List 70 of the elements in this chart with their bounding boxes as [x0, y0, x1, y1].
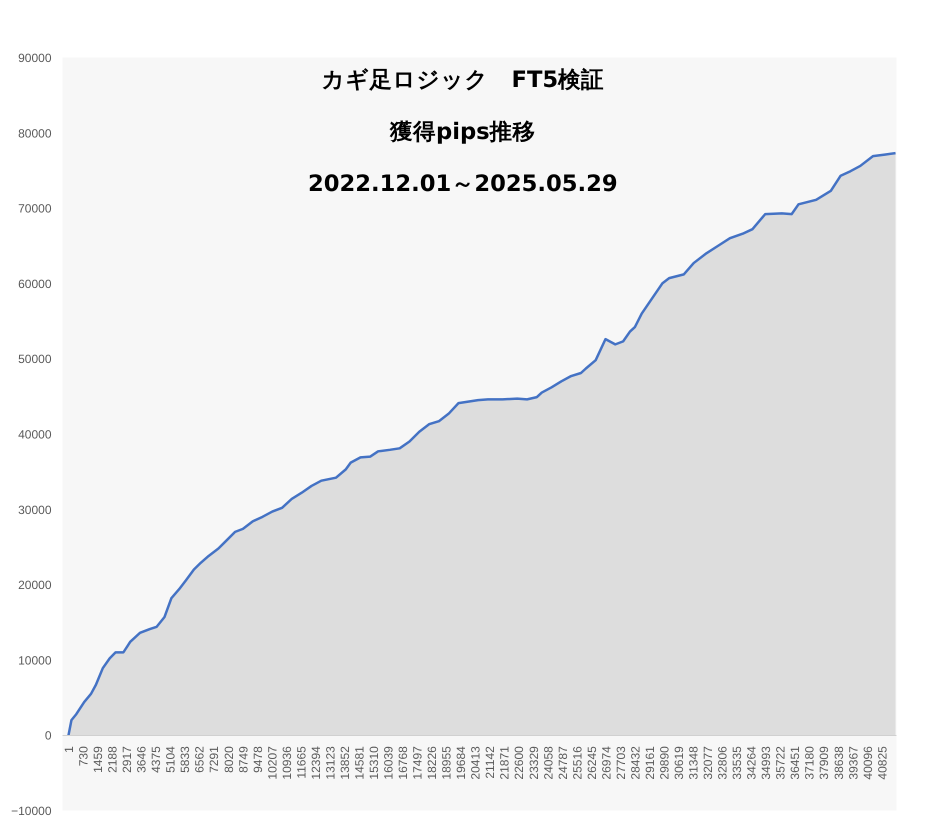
- x-tick-label: 22600: [512, 746, 526, 780]
- x-tick-label: 35722: [774, 746, 788, 780]
- x-tick-label: 5104: [164, 746, 178, 773]
- x-tick-label: 21871: [498, 746, 512, 780]
- x-tick-label: 13852: [338, 746, 352, 780]
- x-tick-label: 17497: [410, 746, 425, 780]
- x-tick-label: 3646: [134, 746, 149, 773]
- x-tick-label: 40096: [860, 746, 875, 780]
- x-tick-label: 40825: [875, 746, 890, 780]
- x-tick-label: 27703: [614, 746, 628, 780]
- y-tick-label: 60000: [18, 276, 52, 291]
- x-tick-label: 6562: [192, 746, 207, 773]
- x-tick-label: 33535: [730, 746, 744, 780]
- x-tick-label: 8749: [236, 746, 250, 773]
- x-tick-label: 19684: [454, 746, 468, 780]
- x-tick-label: 39367: [846, 746, 860, 780]
- x-tick-label: 34993: [759, 746, 774, 780]
- x-tick-label: 18226: [425, 746, 440, 780]
- x-tick-label: 31348: [686, 746, 701, 780]
- x-tick-label: 2917: [120, 746, 134, 773]
- x-tick-label: 1459: [91, 746, 106, 773]
- x-tick-label: 11665: [294, 746, 308, 779]
- y-tick-label: 0: [44, 728, 52, 743]
- y-tick-label: 30000: [18, 502, 52, 517]
- y-tick-label: 10000: [18, 653, 52, 668]
- x-tick-label: 29890: [657, 746, 672, 780]
- x-tick-label: 730: [76, 746, 91, 766]
- x-tick-label: 26974: [599, 746, 614, 780]
- x-tick-label: 16039: [382, 746, 396, 780]
- x-tick-label: 30619: [672, 746, 686, 780]
- x-tick-label: 12394: [308, 746, 323, 780]
- x-tick-label: 8020: [222, 746, 236, 773]
- x-tick-label: 34264: [744, 746, 759, 780]
- x-tick-label: 10207: [265, 746, 280, 780]
- y-tick-label: 40000: [18, 428, 52, 442]
- y-tick-label: 20000: [18, 578, 52, 592]
- y-tick-label: −10000: [11, 804, 52, 818]
- y-tick-label: 50000: [18, 352, 52, 366]
- y-tick-label: 70000: [18, 202, 52, 216]
- x-tick-label: 32077: [701, 746, 716, 780]
- text: 獲得pips推移 2022.12.01～2025.05.29: [308, 119, 618, 198]
- x-tick-label: 4375: [149, 746, 164, 773]
- x-tick-label: 28432: [628, 746, 642, 780]
- x-tick-label: 7291: [207, 746, 222, 773]
- x-tick-label: 14581: [352, 746, 366, 780]
- x-tick-label: 15310: [367, 746, 382, 780]
- x-tick-label: 1: [62, 746, 76, 753]
- x-tick-label: 2188: [106, 746, 120, 773]
- x-tick-label: 13123: [323, 746, 338, 780]
- x-tick-label: 21142: [483, 746, 498, 779]
- x-tick-label: 20413: [468, 746, 483, 780]
- x-tick-label: 29161: [642, 746, 657, 780]
- x-tick-label: 24787: [556, 746, 570, 780]
- x-tick-label: 32806: [716, 746, 730, 780]
- x-tick-label: 26245: [584, 746, 599, 780]
- x-tick-label: 16768: [396, 746, 410, 780]
- x-tick-label: 24058: [541, 746, 556, 780]
- x-tick-label: 10936: [280, 746, 294, 780]
- chart-title: カギ足ロジック FT5検証: [321, 67, 604, 94]
- x-tick-label: 37180: [802, 746, 817, 780]
- x-tick-label: 23329: [526, 746, 541, 780]
- x-tick-label: 25516: [570, 746, 584, 780]
- y-tick-label: 80000: [18, 126, 52, 140]
- x-tick-label: 38638: [832, 746, 846, 780]
- x-tick-label: 36451: [788, 746, 802, 780]
- x-tick-label: 18955: [440, 746, 454, 780]
- x-tick-label: 37909: [817, 746, 832, 780]
- x-tick-label: 5833: [178, 746, 192, 773]
- y-tick-label: 90000: [18, 51, 52, 65]
- x-tick-label: 9478: [250, 746, 265, 773]
